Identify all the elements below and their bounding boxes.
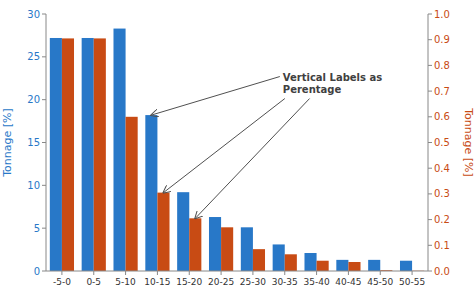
y-tick (42, 56, 46, 57)
bar (273, 244, 285, 271)
y-tick-label: 0 (34, 266, 40, 277)
y-tick-label: 0.9 (434, 34, 450, 45)
y-tick (428, 245, 432, 246)
bar (304, 253, 316, 271)
y-tick (428, 91, 432, 92)
bar (221, 227, 233, 271)
plot-area (46, 14, 428, 271)
x-tick-label: 5-10 (115, 277, 136, 287)
x-tick (316, 271, 317, 275)
annotation-arrow (151, 77, 279, 116)
bar (157, 193, 169, 271)
x-tick (348, 271, 349, 275)
chart: 0 5 10 15 20 25 30 0.0 0.1 0.2 0.3 0.4 0.5 0.6 0.7 0.8 0… (0, 0, 474, 295)
bar (145, 115, 157, 271)
y-tick (42, 142, 46, 143)
y-tick-label: 0.6 (434, 111, 450, 122)
x-tick (284, 271, 285, 275)
x-tick (125, 271, 126, 275)
x-tick-label: 50-55 (399, 277, 425, 287)
y-tick-label: 5 (34, 223, 40, 234)
y-tick-label: 15 (27, 137, 40, 148)
bar (368, 260, 380, 271)
y-tick-label: 0.3 (434, 188, 450, 199)
y-tick-label: 0.0 (434, 266, 450, 277)
y-tick (428, 219, 432, 220)
bar (209, 217, 221, 271)
y-tick (428, 142, 432, 143)
x-tick (412, 271, 413, 275)
y-tick (42, 14, 46, 15)
bar (62, 38, 74, 271)
bar (189, 218, 201, 271)
x-tick (61, 271, 62, 275)
y-tick-label: 10 (27, 180, 40, 191)
x-axis-line (46, 271, 428, 272)
y-tick (428, 116, 432, 117)
bar (177, 192, 189, 271)
y-tick (428, 193, 432, 194)
bar (400, 261, 412, 271)
bar (348, 262, 360, 271)
bar (113, 29, 125, 271)
bars (50, 29, 424, 271)
bar (94, 38, 106, 271)
y-tick-label: 25 (27, 51, 40, 62)
bar (82, 38, 94, 271)
x-tick (189, 271, 190, 275)
x-tick (157, 271, 158, 275)
x-tick-label: 45-50 (367, 277, 393, 287)
y-tick-label: 0.1 (434, 240, 450, 251)
y-axis-line (46, 14, 47, 271)
annotation-arrow (163, 99, 284, 193)
y-tick-label: 1.0 (434, 9, 450, 20)
y-tick-label: 20 (27, 94, 40, 105)
bar (253, 249, 265, 271)
y-tick (428, 65, 432, 66)
y-tick (42, 271, 46, 272)
x-tick-label: 30-35 (272, 277, 298, 287)
y-tick-label: 0.2 (434, 214, 450, 225)
x-tick-label: 40-45 (335, 277, 361, 287)
y2-axis-label: Tonnage [%] (462, 107, 474, 177)
y-tick-label: 0.5 (434, 137, 450, 148)
y-tick (42, 228, 46, 229)
y-tick (428, 39, 432, 40)
y-tick (428, 14, 432, 15)
y-tick-label: 30 (27, 9, 40, 20)
y-tick (428, 271, 432, 272)
bar (336, 260, 348, 271)
y-tick (42, 185, 46, 186)
annotation-arrow (195, 99, 309, 219)
bar (317, 261, 329, 271)
x-tick-label: 20-25 (208, 277, 234, 287)
y-tick-label: 0.7 (434, 86, 450, 97)
x-tick-label: 35-40 (304, 277, 330, 287)
x-tick (380, 271, 381, 275)
bar (126, 117, 138, 271)
x-tick-label: 10-15 (144, 277, 170, 287)
x-tick (221, 271, 222, 275)
bar (241, 227, 253, 271)
y-tick-label: 0.8 (434, 60, 450, 71)
annotation: Vertical Labels asPerentage (283, 72, 382, 95)
y2-axis-line (428, 14, 429, 271)
x-tick (93, 271, 94, 275)
x-tick-label: 25-30 (240, 277, 266, 287)
y-axis-label: Tonnage [%] (1, 108, 14, 178)
bar (50, 38, 62, 271)
y-tick-label: 0.4 (434, 163, 450, 174)
y-tick (42, 99, 46, 100)
bar (285, 254, 297, 271)
x-tick (252, 271, 253, 275)
x-tick-label: -5-0 (53, 277, 71, 287)
x-tick-label: 15-20 (176, 277, 202, 287)
y-tick (428, 168, 432, 169)
x-tick-label: 0-5 (86, 277, 101, 287)
